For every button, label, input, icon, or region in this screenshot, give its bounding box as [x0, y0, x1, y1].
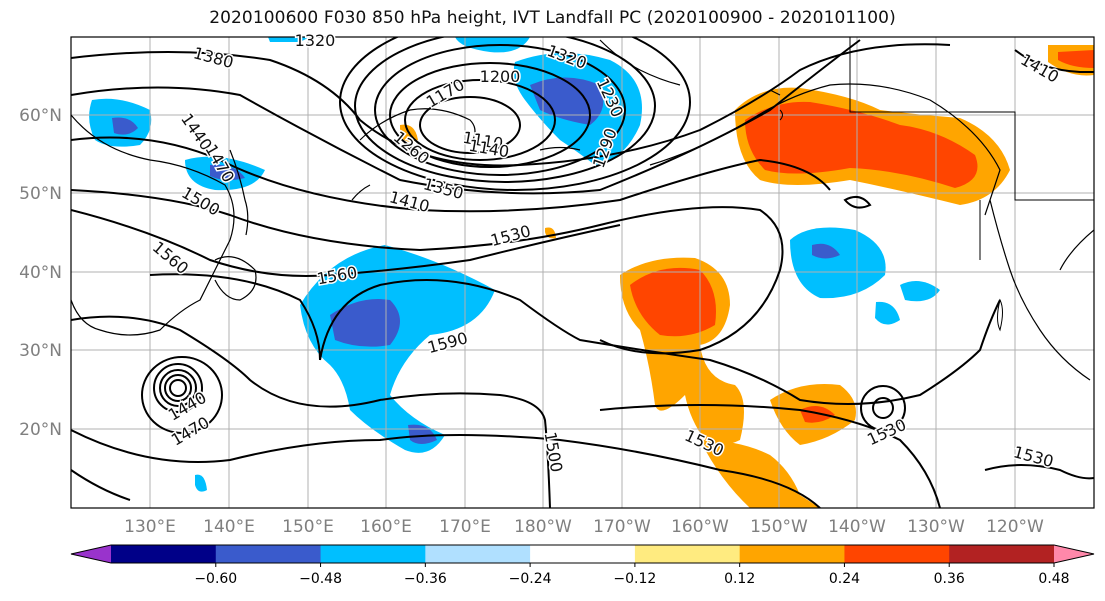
colorbar-bin — [949, 545, 1055, 563]
contour-label: 1320 — [295, 31, 336, 50]
lon-label: 160°W — [671, 517, 729, 537]
colorbar-bin — [739, 545, 845, 563]
lat-label: 20°N — [19, 420, 62, 440]
positive-anomaly-region — [700, 440, 820, 508]
height-contours — [71, 37, 1094, 508]
map-frame — [70, 36, 1095, 509]
longitude-labels: 130°E 140°E 150°E 160°E 170°E 180°W 170°… — [124, 517, 1044, 537]
borders — [849, 37, 1094, 260]
colorbar-tick-label: 0.48 — [1038, 571, 1069, 587]
colorbar-tick-label: −0.24 — [509, 571, 552, 587]
colorbar-bin — [320, 545, 426, 563]
latitude-labels: 60°N 50°N 40°N 30°N 20°N — [19, 106, 62, 440]
colorbar-outline — [70, 544, 1095, 564]
colorbar — [70, 544, 1095, 564]
colorbar-tick-label: 0.36 — [934, 571, 965, 587]
colorbar-bin — [844, 545, 950, 563]
negative-anomaly-region — [300, 245, 495, 453]
colorbar-bin — [634, 545, 741, 563]
colorbar-bin — [215, 545, 322, 563]
contour-label: 1200 — [480, 67, 521, 86]
lat-label: 40°N — [19, 263, 62, 283]
lon-label: 140°E — [203, 517, 255, 537]
islands — [779, 109, 1003, 332]
map-title: 2020100600 F030 850 hPa height, IVT Land… — [209, 8, 896, 28]
lon-label: 160°E — [360, 517, 412, 537]
lon-label: 150°E — [282, 517, 334, 537]
colorbar-extend-high — [1054, 545, 1094, 563]
colorbar-tick-label: −0.60 — [194, 571, 237, 587]
ivt-shading-layer — [89, 37, 1094, 508]
lon-label: 140°W — [828, 517, 886, 537]
colorbar-tick-label: −0.12 — [613, 571, 656, 587]
lon-label: 170°E — [439, 517, 491, 537]
lon-label: 120°W — [986, 517, 1044, 537]
lat-label: 30°N — [19, 341, 62, 361]
colorbar-extend-low — [71, 545, 111, 563]
colorbar-bin — [425, 545, 531, 563]
colorbar-tick-label: 0.24 — [829, 571, 860, 587]
lon-label: 180°W — [514, 517, 572, 537]
colorbar-tick-label: −0.48 — [299, 571, 342, 587]
colorbar-tick-label: 0.12 — [724, 571, 755, 587]
lon-label: 130°W — [907, 517, 965, 537]
colorbar-bin — [530, 545, 636, 563]
colorbar-tick-labels: −0.60 −0.48 −0.36 −0.24 −0.12 0.12 0.24 0.36 0.4… — [194, 563, 1070, 587]
graticule — [71, 37, 1094, 508]
lon-label: 170°W — [593, 517, 651, 537]
colorbar-bin — [111, 545, 217, 563]
lon-label: 130°E — [124, 517, 176, 537]
lon-label: 150°W — [750, 517, 808, 537]
lat-label: 60°N — [19, 106, 62, 126]
colorbar-tick-label: −0.36 — [404, 571, 447, 587]
lat-label: 50°N — [19, 184, 62, 204]
